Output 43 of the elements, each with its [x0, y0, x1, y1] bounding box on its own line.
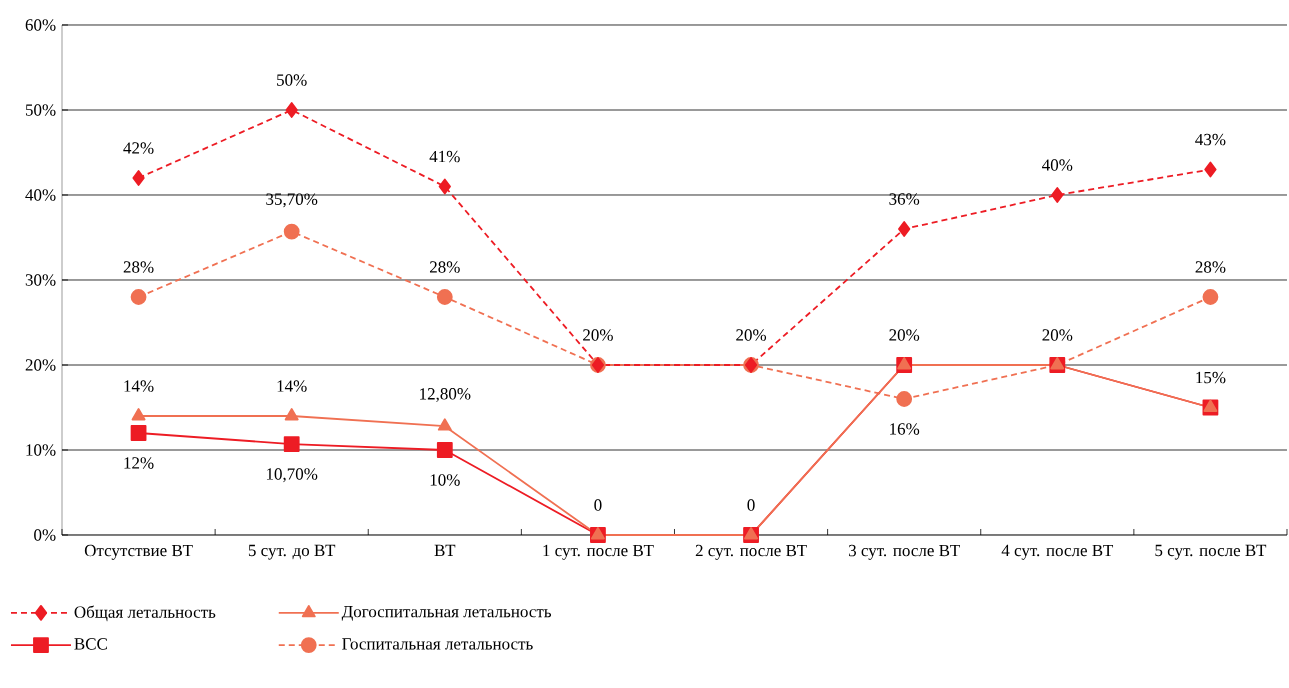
- legend-label: ВСС: [74, 638, 107, 650]
- data-label: 16%: [890, 423, 920, 435]
- x-tick-label: 2 сут. после ВТ: [695, 544, 807, 560]
- data-label: 15%: [1196, 371, 1226, 384]
- data-label: 35,70%: [266, 193, 318, 208]
- data-label: 41%: [429, 150, 460, 163]
- legend-label: Общая летальность: [74, 605, 216, 622]
- x-tick-label: ВТ: [434, 544, 456, 557]
- data-label: 40%: [1042, 159, 1073, 171]
- x-tick-label: 5 сут. до ВТ: [248, 544, 336, 560]
- data-label: 20%: [1042, 329, 1073, 341]
- data-label: 28%: [1195, 261, 1226, 273]
- y-tick-label: 50%: [25, 104, 56, 116]
- data-label: 0: [594, 499, 602, 511]
- data-label: 14%: [277, 380, 307, 392]
- data-label: 28%: [123, 261, 154, 273]
- y-tick-label: 10%: [26, 444, 56, 456]
- x-tick-label: 3 сут. после ВТ: [849, 544, 960, 560]
- x-tick-label: 5 сут. после ВТ: [1155, 544, 1267, 560]
- x-tick-label: 4 сут. после ВТ: [1001, 544, 1114, 560]
- data-label: 36%: [889, 193, 920, 205]
- legend-label: Госпитальная летальность: [342, 638, 533, 650]
- y-tick-label: 20%: [25, 359, 56, 371]
- data-label: 0: [747, 499, 755, 511]
- legend-label: Догоспитальная летальность: [341, 606, 552, 621]
- data-label: 12%: [124, 457, 154, 469]
- data-label: 14%: [124, 380, 154, 392]
- data-label: 20%: [889, 329, 920, 341]
- y-tick-label: 0%: [34, 529, 56, 541]
- data-label: 50%: [277, 74, 307, 86]
- data-label: 10%: [430, 474, 460, 486]
- x-tick-label: 1 сут. после ВТ: [543, 544, 654, 560]
- y-tick-label: 40%: [25, 189, 56, 201]
- y-tick-label: 60%: [25, 19, 56, 31]
- data-label: 10,70%: [266, 468, 318, 483]
- data-label: 20%: [736, 329, 767, 341]
- data-label: 28%: [429, 261, 460, 273]
- data-label: 42%: [123, 142, 154, 154]
- data-label: 43%: [1195, 133, 1226, 146]
- data-label: 12,80%: [420, 388, 471, 402]
- y-tick-label: 30%: [25, 274, 56, 286]
- data-label: 20%: [583, 329, 613, 341]
- x-tick-label: Отсутствие ВТ: [84, 544, 193, 560]
